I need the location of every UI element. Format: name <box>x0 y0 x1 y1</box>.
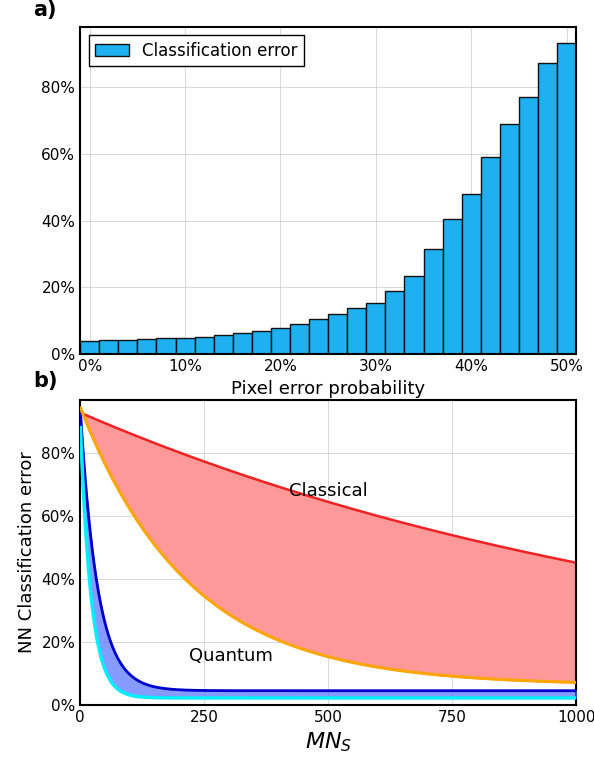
Bar <box>252 331 271 354</box>
X-axis label: Pixel error probability: Pixel error probability <box>231 379 425 398</box>
Bar <box>405 276 424 354</box>
Bar <box>176 338 195 354</box>
Bar <box>137 339 156 354</box>
Bar <box>99 341 118 354</box>
Bar <box>366 303 386 354</box>
Text: Classical: Classical <box>289 482 367 501</box>
Bar <box>271 328 290 354</box>
Bar <box>328 314 347 354</box>
Bar <box>538 63 557 354</box>
Text: b): b) <box>33 371 58 391</box>
Bar <box>347 308 366 354</box>
Bar <box>557 43 576 354</box>
Bar <box>156 338 176 354</box>
Bar <box>519 97 538 354</box>
Bar <box>481 157 500 354</box>
Bar <box>290 324 309 354</box>
Bar <box>500 123 519 354</box>
Bar <box>233 333 252 354</box>
Bar <box>309 319 328 354</box>
X-axis label: $MN_S$: $MN_S$ <box>305 730 352 754</box>
Y-axis label: NN Classification error: NN Classification error <box>18 452 36 653</box>
Legend: Classification error: Classification error <box>89 35 304 66</box>
Bar <box>214 335 233 354</box>
Bar <box>424 249 443 354</box>
Bar <box>118 340 137 354</box>
Bar <box>443 219 462 354</box>
Bar <box>386 291 405 354</box>
Text: Quantum: Quantum <box>189 647 273 665</box>
Bar <box>195 337 214 354</box>
Text: a): a) <box>33 0 56 20</box>
Bar <box>462 194 481 354</box>
Bar <box>80 341 99 354</box>
